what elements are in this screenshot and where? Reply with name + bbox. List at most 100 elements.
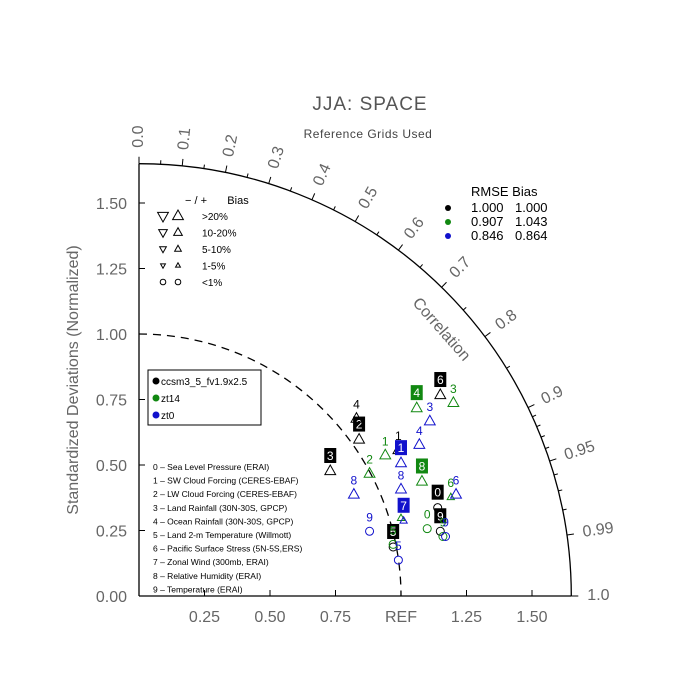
point-label: 8 xyxy=(350,474,357,488)
case-color-dot xyxy=(152,411,160,419)
correlation-minor-tick xyxy=(203,164,205,169)
case-legend-box xyxy=(147,369,262,426)
y-tick-label: 1.25 xyxy=(96,262,127,279)
point-marker xyxy=(449,487,463,499)
point-label-box xyxy=(431,484,444,500)
correlation-minor-tick xyxy=(289,187,293,192)
point-marker xyxy=(399,515,409,524)
data-point: 8 xyxy=(347,474,361,499)
case-name: ccsm3_5_fv1.9x2.5 xyxy=(161,377,248,388)
point-marker xyxy=(350,411,363,423)
point-label-box xyxy=(415,458,428,474)
point-marker xyxy=(324,463,337,476)
point-marker xyxy=(447,395,460,407)
point-label: 5 xyxy=(390,525,397,539)
point-label: 9 xyxy=(437,509,444,523)
variable-list-item: 3 – Land Rainfall (30N-30S, GPCP) xyxy=(153,503,287,513)
y-tick-label: 0.00 xyxy=(96,589,127,606)
point-marker xyxy=(422,524,432,534)
ref-label: REF xyxy=(385,609,417,626)
bias-legend-header: Bias xyxy=(227,195,249,207)
correlation-minor-tick xyxy=(506,365,511,369)
point-marker xyxy=(352,432,366,444)
correlation-minor-tick xyxy=(246,173,249,178)
point-marker xyxy=(410,401,423,413)
case-color-dot xyxy=(152,377,160,385)
bias-legend-row: 5-10% xyxy=(158,244,231,256)
data-point: 9 xyxy=(365,510,375,536)
correlation-minor-tick xyxy=(376,231,380,236)
point-label-box xyxy=(353,416,366,432)
points-group: 0124356943128069753418867995 xyxy=(324,372,463,565)
data-point: 2 xyxy=(352,416,366,444)
variable-list-item: 2 – LW Cloud Forcing (CERES-EBAF) xyxy=(153,489,297,499)
stats-color-dot xyxy=(445,205,451,211)
correlation-tick-label: 0.95 xyxy=(562,438,597,464)
bias-legend-label: 10-20% xyxy=(202,229,237,240)
point-marker xyxy=(379,448,392,460)
variable-list-item: 0 – Sea Level Pressure (ERAI) xyxy=(153,462,269,472)
point-marker xyxy=(394,456,408,468)
bias-legend-row: >20% xyxy=(156,208,228,224)
stats-row: 1.000 1.000 xyxy=(445,200,548,215)
data-point: 4 xyxy=(350,398,363,423)
point-label-box xyxy=(410,385,423,401)
point-label-box xyxy=(387,523,400,539)
bias-legend-label: <1% xyxy=(202,278,222,289)
correlation-minor-tick xyxy=(562,508,567,511)
triangle-down-icon xyxy=(158,246,168,254)
point-marker xyxy=(438,532,448,541)
data-point: 3 xyxy=(423,400,437,426)
point-label: 1 xyxy=(395,429,402,443)
correlation-tick-mark xyxy=(354,215,360,222)
correlation-tick-label: 0.4 xyxy=(310,161,335,188)
variable-list-item: 1 – SW Cloud Forcing (CERES-EBAF) xyxy=(153,476,299,486)
triangle-down-icon xyxy=(156,211,170,224)
point-label: 4 xyxy=(353,398,360,412)
stats-header: RMSE Bias xyxy=(471,184,538,199)
point-label: 4 xyxy=(413,386,420,400)
stats-color-dot xyxy=(445,219,451,225)
data-point: 5 xyxy=(387,523,400,552)
point-label-box xyxy=(324,448,337,463)
point-label-box xyxy=(434,508,447,524)
x-tick-label: 0.25 xyxy=(189,609,220,626)
stats-color-dot xyxy=(445,233,451,239)
chart-subtitle: Reference Grids Used xyxy=(304,127,433,141)
correlation-tick-mark xyxy=(181,158,184,166)
correlation-tick-mark xyxy=(224,165,228,173)
point-marker xyxy=(423,414,437,426)
data-point: 2 xyxy=(363,453,376,478)
x-tick-label: 0.75 xyxy=(320,609,351,626)
point-marker xyxy=(413,437,426,449)
correlation-tick-mark xyxy=(441,281,447,288)
data-point: 6 xyxy=(449,474,463,499)
point-marker xyxy=(415,474,429,486)
correlation-tick-mark xyxy=(566,533,574,536)
point-marker xyxy=(347,487,361,499)
point-marker xyxy=(441,532,451,541)
point-label: 0 xyxy=(424,508,431,522)
stats-rmse: 1.000 xyxy=(471,200,504,215)
case-legend: ccsm3_5_fv1.9x2.5 zt14 zt0 xyxy=(147,369,262,426)
triangle-up-icon xyxy=(174,261,182,268)
point-marker xyxy=(434,388,447,400)
stats-rmse: 0.846 xyxy=(471,228,504,243)
correlation-tick-label: 1.0 xyxy=(587,587,609,604)
y-tick-label: 0.25 xyxy=(96,524,127,541)
data-point: 4 xyxy=(413,424,426,449)
point-label: 1 xyxy=(382,434,389,448)
data-point: 8 xyxy=(394,468,408,494)
case-color-dot xyxy=(152,394,160,402)
point-label: 6 xyxy=(437,373,444,387)
point-label: 2 xyxy=(356,418,363,432)
data-point: 5 xyxy=(393,539,403,565)
bias-legend-label: 5-10% xyxy=(202,245,231,256)
data-point: 9 xyxy=(434,508,447,536)
bias-legend-label: >20% xyxy=(202,212,228,223)
x-tick-label: 1.50 xyxy=(516,609,547,626)
variable-list-item: 4 – Ocean Rainfall (30N-30S, GPCP) xyxy=(153,516,293,526)
stats-rmse: 0.907 xyxy=(471,214,504,229)
point-label-box xyxy=(395,440,407,456)
